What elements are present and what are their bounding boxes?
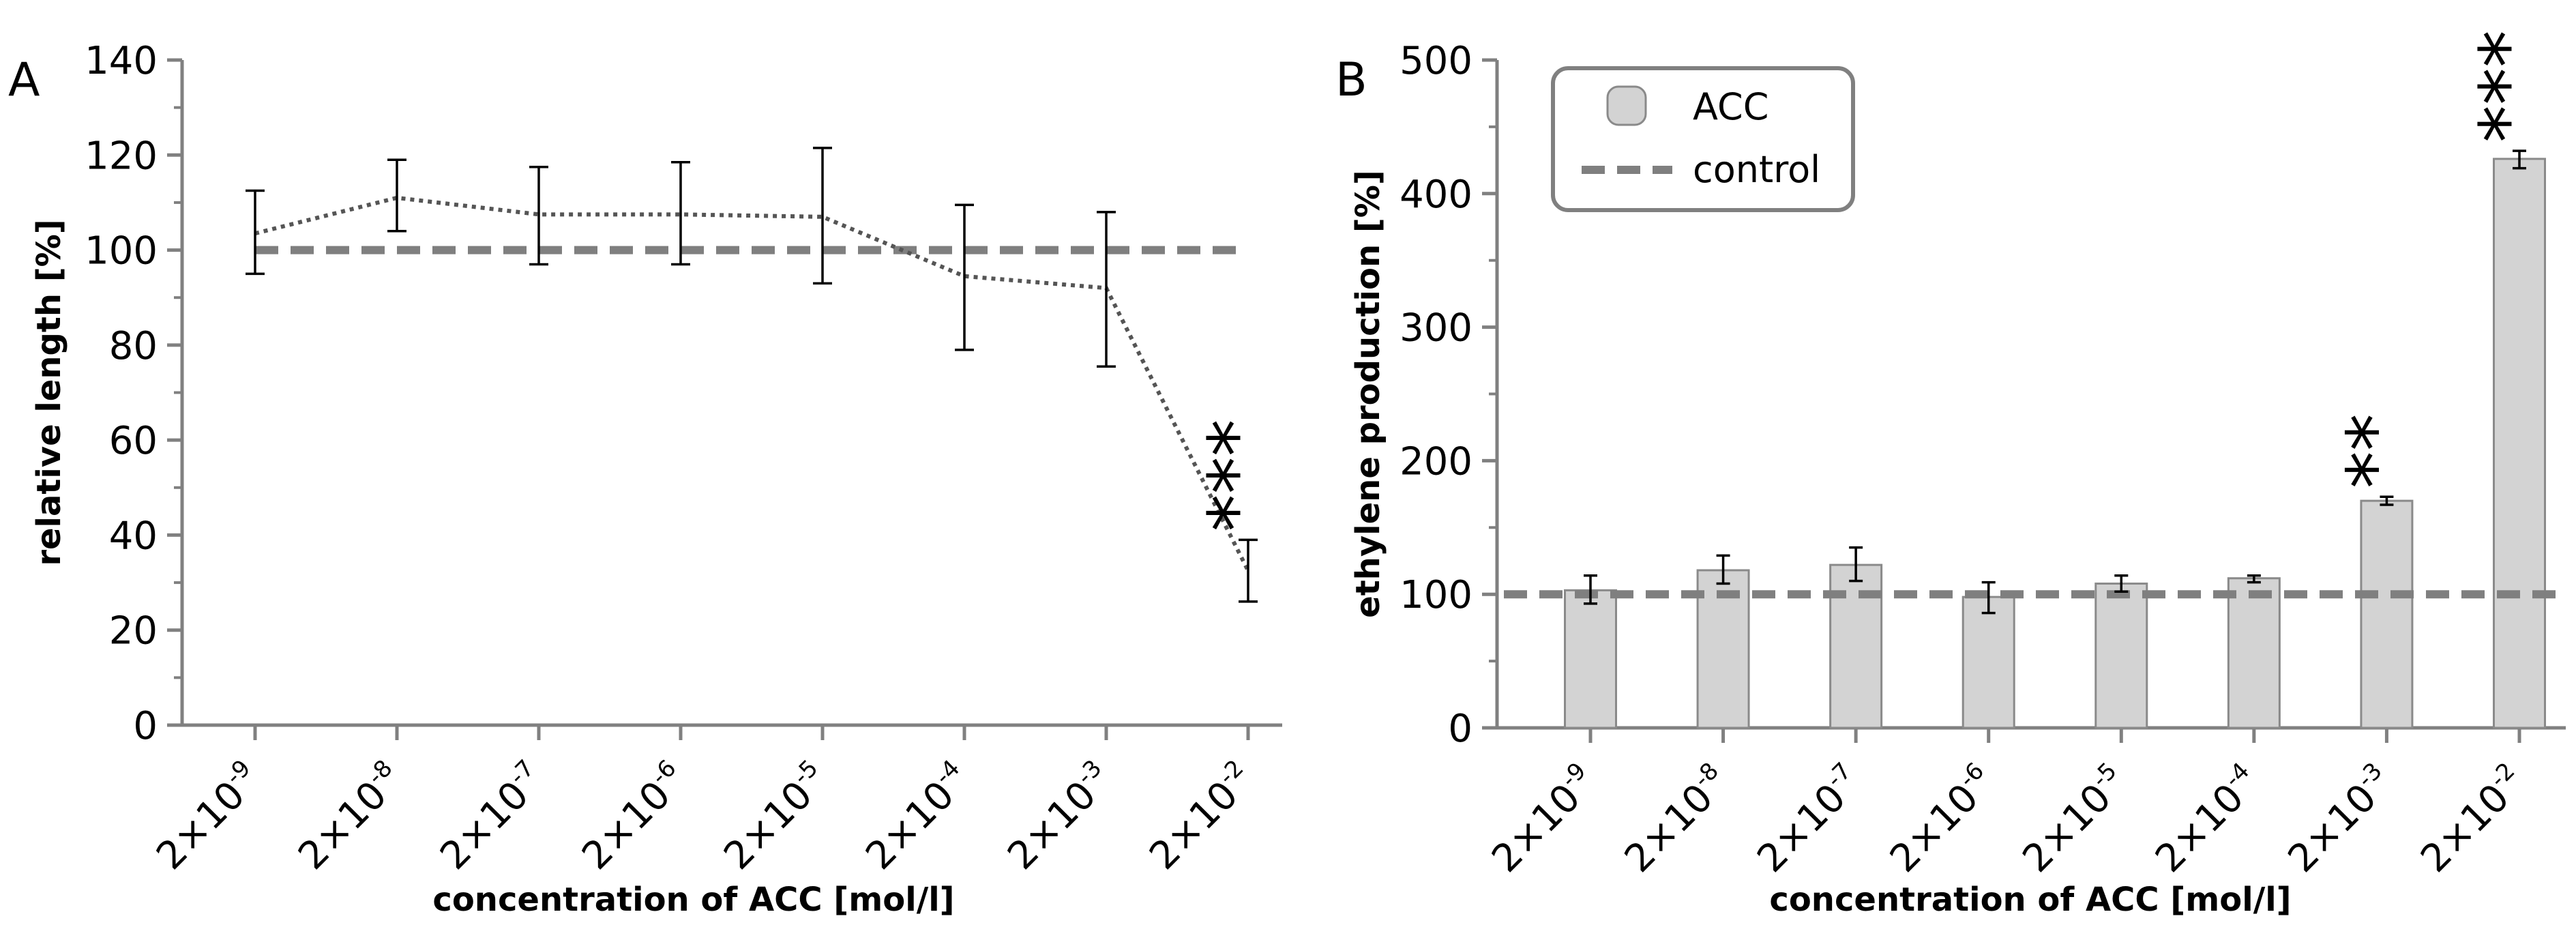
panel-b-letter: B	[1335, 53, 1367, 107]
panel-a-significance-label: ***	[1192, 419, 1279, 531]
panel-b-bar	[2227, 577, 2281, 729]
panel-b-bar	[1829, 563, 1883, 729]
panel-b-significance-label: **	[2330, 413, 2418, 488]
panel-b-x-tick-label: 2×10-7	[1747, 757, 1871, 881]
panel-a-series-line	[254, 195, 1250, 572]
panel-a-y-axis-label: relative length [%]	[30, 219, 68, 566]
chart-panel-a: A 0 20 40 60 80 100 120 140 relative length [%] co…	[8, 39, 1282, 919]
panel-a-y-tick-label: 0	[133, 704, 158, 748]
panel-a-y-tick-label: 140	[85, 39, 158, 83]
panel-b-bar	[1961, 596, 2015, 729]
panel-b-legend-swatch-bar	[1606, 85, 1647, 126]
panel-b-x-tick-label: 2×10-4	[2145, 757, 2269, 881]
panel-a-y-tick-label: 100	[85, 229, 158, 274]
panel-b-significance-label: ***	[2463, 30, 2551, 143]
panel-a-x-tick-label: 2×10-2	[1139, 754, 1263, 879]
panel-a-x-axis-label: concentration of ACC [mol/l]	[432, 881, 954, 919]
panel-a-letter: A	[8, 53, 40, 107]
panel-b-x-axis-label: concentration of ACC [mol/l]	[1769, 881, 2291, 919]
panel-b-y-tick-label: 500	[1400, 39, 1472, 83]
panel-b-bar	[2094, 583, 2148, 729]
panel-b-bar	[2360, 499, 2414, 729]
panel-b-y-tick-label: 300	[1400, 306, 1472, 351]
panel-b-x-tick-label: 2×10-3	[2278, 757, 2402, 881]
panel-b-x-tick-label: 2×10-2	[2410, 757, 2534, 881]
panel-b-y-tick-label: 400	[1400, 173, 1472, 217]
chart-panel-b: B 0 100 200 300 400 500 ethylene production [%]…	[1335, 30, 2566, 919]
panel-b-bar	[1564, 589, 1617, 729]
panel-a-x-tick-label: 2×10-3	[997, 754, 1121, 879]
panel-b-x-tick-label: 2×10-8	[1614, 757, 1738, 881]
panel-a-y-tick-label: 40	[109, 514, 158, 558]
panel-b-legend-label-acc: ACC	[1693, 85, 1768, 128]
panel-b-legend-label-control: control	[1693, 148, 1820, 191]
panel-a-y-tick-label: 120	[85, 134, 158, 178]
panel-b-y-tick-label: 0	[1448, 707, 1472, 751]
panel-a-x-tick-label: 2×10-8	[288, 754, 412, 879]
panel-b-y-tick-label: 100	[1400, 573, 1472, 617]
panel-b-x-tick-label: 2×10-5	[2013, 757, 2137, 881]
panel-a-x-tick-label: 2×10-9	[146, 754, 270, 879]
panel-b-x-tick-label: 2×10-9	[1481, 757, 1605, 881]
panel-b-y-axis-label: ethylene production [%]	[1349, 170, 1387, 618]
panel-a-x-tick-label: 2×10-6	[572, 754, 696, 879]
panel-b-x-tick-label: 2×10-6	[1880, 757, 2004, 881]
panel-a-y-tick-label: 60	[109, 419, 158, 463]
panel-a-x-tick-label: 2×10-4	[855, 754, 979, 879]
panel-b-y-tick-label: 200	[1400, 439, 1472, 484]
panel-a-x-tick-label: 2×10-7	[430, 754, 554, 879]
panel-a-y-tick-label: 20	[109, 609, 158, 653]
panel-b-bar	[2493, 158, 2546, 729]
panel-a-y-tick-label: 80	[109, 324, 158, 368]
panel-a-x-tick-label: 2×10-5	[713, 754, 838, 879]
